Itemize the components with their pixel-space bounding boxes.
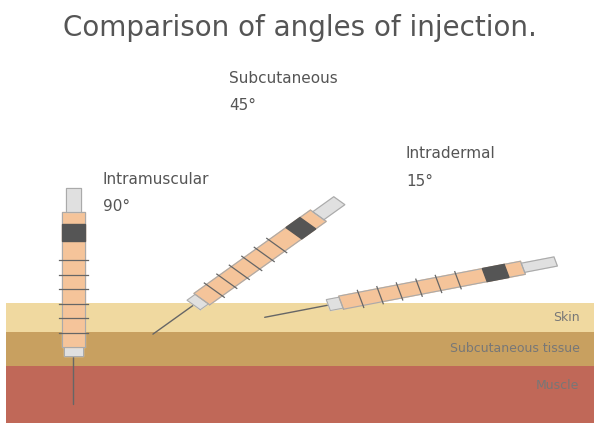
Text: Intramuscular: Intramuscular	[103, 172, 209, 187]
Polygon shape	[187, 294, 208, 310]
Bar	[6, 332, 594, 366]
Polygon shape	[326, 297, 343, 310]
Polygon shape	[62, 224, 85, 240]
Polygon shape	[286, 218, 316, 239]
Polygon shape	[521, 257, 557, 272]
Text: Skin: Skin	[553, 311, 580, 324]
Bar	[6, 303, 594, 332]
Text: 15°: 15°	[406, 174, 433, 189]
Text: Subcutaneous: Subcutaneous	[229, 71, 338, 86]
Polygon shape	[65, 188, 82, 212]
Polygon shape	[64, 347, 83, 357]
Polygon shape	[338, 261, 526, 309]
Text: 45°: 45°	[229, 98, 256, 113]
Text: Muscle: Muscle	[536, 379, 580, 392]
Text: Subcutaneous tissue: Subcutaneous tissue	[449, 343, 580, 355]
Polygon shape	[482, 265, 509, 282]
Polygon shape	[313, 197, 345, 220]
Text: Intradermal: Intradermal	[406, 146, 496, 162]
Text: Comparison of angles of injection.: Comparison of angles of injection.	[63, 14, 537, 42]
Bar	[6, 366, 594, 423]
Text: 90°: 90°	[103, 199, 130, 214]
Polygon shape	[62, 212, 85, 347]
Polygon shape	[194, 210, 326, 305]
